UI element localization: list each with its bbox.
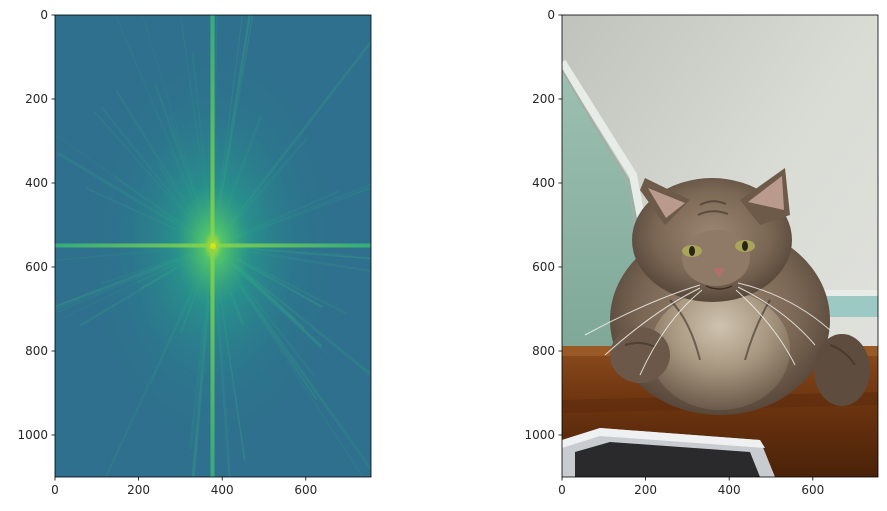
photo-x-tick-label: 600: [801, 483, 824, 497]
spectrum-axes: 0 200 400 600 0 200 400 600 800 1000: [17, 8, 372, 497]
photo-ticks: 0 200 400 600 0 200 400 600 800 1000: [524, 8, 824, 497]
spectrum-peak: [210, 243, 216, 249]
photo-y-tick-label: 1000: [524, 428, 555, 442]
spectrum-y-tick-label: 1000: [17, 428, 48, 442]
spectrum-ticks: 0 200 400 600 0 200 400 600 800 1000: [17, 8, 317, 497]
photo-x-tick-label: 200: [634, 483, 657, 497]
photo-y-tick-label: 600: [532, 260, 555, 274]
cat-left-paw: [610, 327, 670, 383]
spectrum-y-tick-label: 400: [25, 176, 48, 190]
photo-y-tick-label: 400: [532, 176, 555, 190]
spectrum-y-tick-label: 800: [25, 344, 48, 358]
cat-right-paw: [814, 334, 870, 406]
photo-y-tick-label: 800: [532, 344, 555, 358]
spectrum-image: [55, 15, 371, 477]
spectrum-y-tick-label: 600: [25, 260, 48, 274]
spectrum-frame: [54, 14, 372, 478]
spectrum-x-tick-label: 200: [127, 483, 150, 497]
spectrum-y-tick-label: 0: [40, 8, 48, 22]
photo-frame: [561, 14, 879, 478]
photo-y-tick-label: 200: [532, 92, 555, 106]
photo-x-tick-label: 400: [718, 483, 741, 497]
cat-whiskers: [584, 282, 831, 376]
cat-nose: [713, 268, 725, 278]
spectrum-x-tick-label: 0: [51, 483, 59, 497]
spectrum-x-tick-label: 600: [294, 483, 317, 497]
photo-x-tick-label: 0: [558, 483, 566, 497]
photo-y-tick-label: 0: [547, 8, 555, 22]
spectrum-x-tick-label: 400: [211, 483, 234, 497]
photo-axes: 0 200 400 600 0 200 400 600 800 1000: [524, 8, 879, 497]
cat-photo: [562, 15, 878, 477]
spectrum-y-tick-label: 200: [25, 92, 48, 106]
